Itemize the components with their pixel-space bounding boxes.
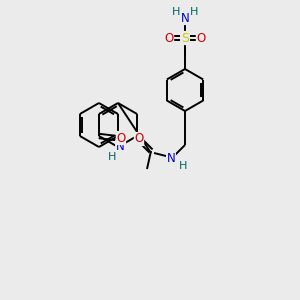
Text: N: N xyxy=(116,140,124,154)
Text: O: O xyxy=(164,32,174,44)
Text: O: O xyxy=(196,32,206,44)
Text: H: H xyxy=(190,7,198,17)
Text: O: O xyxy=(116,131,126,145)
Text: S: S xyxy=(181,32,189,44)
Text: H: H xyxy=(172,7,180,17)
Text: H: H xyxy=(179,161,187,171)
Text: H: H xyxy=(108,152,116,162)
Text: N: N xyxy=(181,11,189,25)
Text: N: N xyxy=(167,152,176,166)
Text: O: O xyxy=(134,133,144,146)
